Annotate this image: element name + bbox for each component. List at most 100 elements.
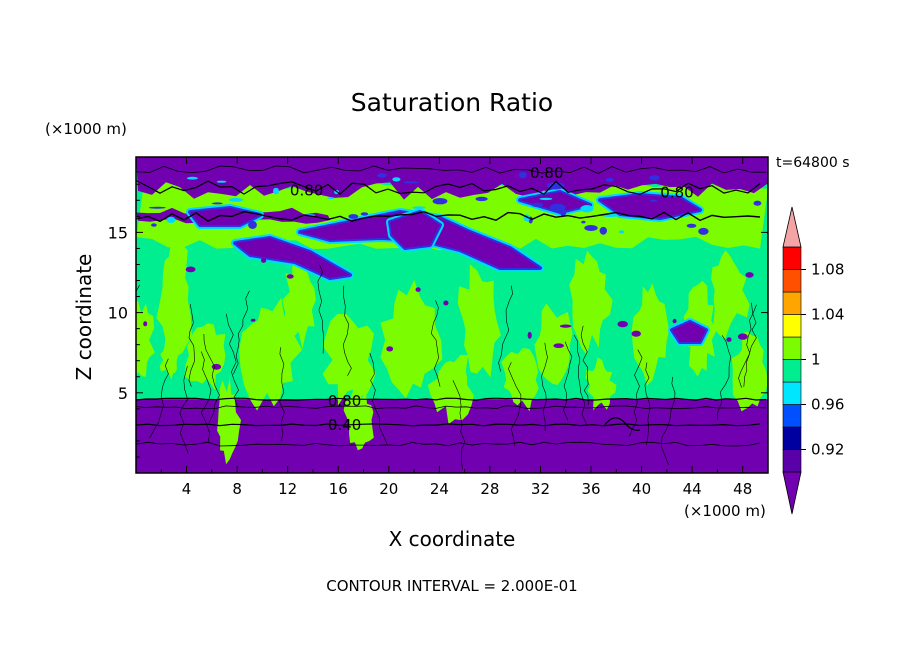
dry-speck [286, 274, 294, 279]
cloud-edge-fragment [392, 177, 401, 182]
cloud-edge-fragment [403, 181, 420, 184]
cloud-edge-fragment [686, 223, 697, 228]
cloud-edge-fragment [698, 227, 709, 235]
dry-speck [143, 321, 148, 327]
contour-line [541, 342, 548, 432]
cloud-edge-fragment [186, 176, 198, 180]
cloud-edge-fragment [580, 205, 594, 213]
contour-line [179, 365, 189, 454]
contour-line [136, 210, 761, 223]
x-tick-label: 8 [232, 480, 242, 498]
x-tick-label: 36 [581, 480, 600, 498]
cloud-edge-fragment [547, 182, 565, 190]
supersat-patch [343, 387, 374, 451]
contour-line [136, 423, 761, 427]
cloud-edge-fragment [273, 187, 279, 195]
x-tick-label: 32 [531, 480, 550, 498]
contour-line [149, 358, 169, 438]
x-axis-label: X coordinate [388, 527, 516, 551]
x-axis-ticks: 4 8 12 16 20 24 28 32 36 40 44 48 [160, 157, 752, 498]
supersat-patch [534, 303, 573, 385]
contour-line [644, 362, 651, 446]
contour-line [203, 333, 220, 424]
x-tick-label: 24 [430, 480, 449, 498]
contour-lines [136, 165, 767, 470]
cloud-edge-fragment [581, 220, 586, 224]
supersat-patch [322, 313, 376, 406]
colorbar-bin [782, 314, 802, 338]
cloud-edge-fragment [327, 197, 335, 200]
supersat-patch [217, 378, 241, 465]
contour-line [342, 285, 352, 376]
cloud-edge-fragment [432, 198, 448, 205]
dry-speck [415, 287, 421, 292]
x-tick-label: 20 [379, 480, 398, 498]
x-tick-label: 12 [278, 480, 297, 498]
x-tick-label: 16 [329, 480, 348, 498]
cloud-edge-fragment [148, 206, 166, 209]
x-tick-label: 40 [632, 480, 651, 498]
supersat-patch [585, 357, 617, 411]
contour-line [369, 353, 388, 444]
contour-line [136, 165, 766, 174]
contour-line [508, 362, 522, 447]
dry-speck [443, 300, 449, 306]
cloud-edge-fragment [360, 212, 369, 216]
cloud-edge-fragment [216, 180, 227, 183]
y-tick-label: 15 [108, 223, 128, 242]
contour-line [136, 179, 761, 195]
dry-intrusion [390, 212, 440, 248]
contour-label: 0.80 [290, 182, 323, 200]
cloud-edge-fragment [531, 202, 544, 208]
cloud-edge-fragment [248, 220, 257, 229]
dry-speck [185, 266, 196, 273]
supersat-patch [136, 300, 155, 377]
cloud-edge-fragment [166, 216, 176, 223]
dry-speck [672, 318, 677, 324]
colorbar-bin [782, 336, 802, 360]
colorbar: 0.92 0.96 1 1.04 1.08 [782, 206, 844, 515]
y-tick-label: 5 [118, 384, 128, 403]
x-tick-label: 4 [182, 480, 192, 498]
contour-line [563, 341, 573, 421]
cloud-edge-fragment [475, 196, 488, 202]
colorbar-bin [782, 381, 802, 405]
contour-line [498, 285, 513, 372]
contour-line [452, 380, 466, 470]
cloud-edge-fragment [348, 214, 359, 219]
contour-line [430, 300, 441, 387]
dry-speck [527, 331, 532, 339]
cloud-edge-fragment [605, 177, 614, 183]
dry-speck [261, 257, 267, 263]
dry-speck [559, 324, 572, 328]
supersat-patch [731, 331, 768, 412]
dry-speck [745, 272, 754, 278]
supersat-patch [457, 264, 501, 378]
cloud-edge-fragment [650, 199, 657, 202]
cloud-edge-fragment [518, 171, 527, 179]
contour-label: 0.80 [328, 392, 361, 410]
cloud-edge-fragment [753, 200, 762, 206]
contour-line [580, 325, 589, 405]
colorbar-tick-label: 0.92 [811, 441, 844, 459]
colorbar-under-triangle [782, 471, 802, 515]
cloud-edge-fragment [539, 197, 553, 201]
cloud-edge-fragment [211, 202, 223, 205]
contour-line [661, 376, 676, 465]
dry-speck [250, 318, 256, 322]
plot-frame [135, 156, 769, 474]
cloud-edge-fragment [377, 173, 387, 178]
time-label: t=64800 s [776, 155, 850, 171]
colorbar-tick-label: 0.96 [811, 396, 844, 414]
contour-line [603, 417, 641, 431]
supersat-patch [184, 323, 226, 391]
supersat-patch [159, 339, 179, 380]
cloud-edge-fragment [649, 175, 660, 181]
supersat-patch [711, 250, 750, 340]
contour-line [200, 351, 212, 443]
contour-line [136, 441, 761, 447]
dry-speck [617, 320, 628, 328]
dry-intrusion [520, 192, 590, 212]
contour-label: 0.80 [660, 183, 693, 201]
